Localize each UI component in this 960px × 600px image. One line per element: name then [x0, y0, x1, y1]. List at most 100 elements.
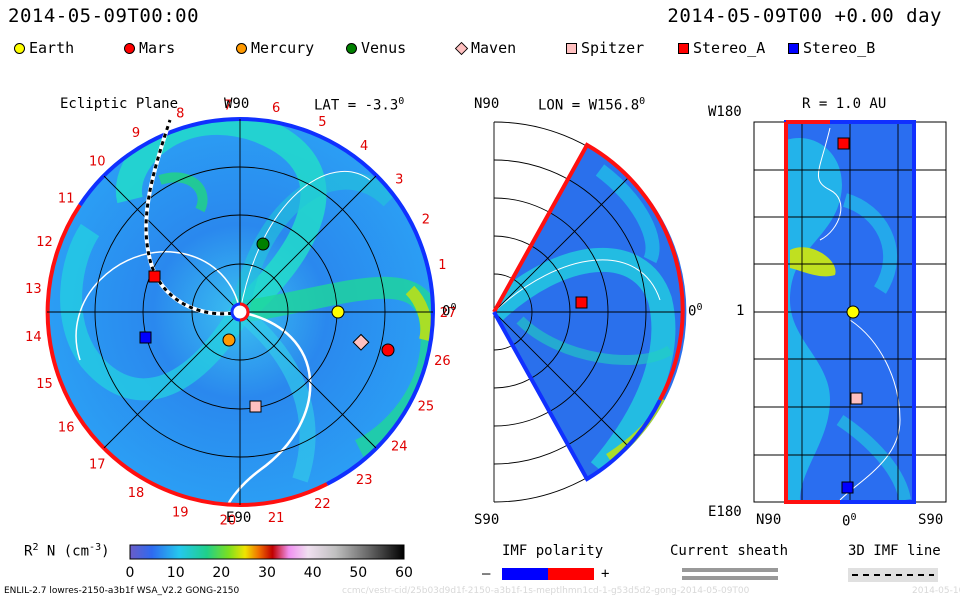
stereo-b-marker-radial: [841, 481, 854, 494]
radial-bottom-s: S90: [918, 512, 944, 528]
rotation-number: 6: [272, 101, 280, 116]
imf-negative-bar: [502, 568, 548, 580]
colorbar-label: R2 N (cm-3): [24, 542, 110, 560]
colorbar-tick-label: 20: [212, 565, 230, 581]
rotation-number: 21: [268, 511, 285, 526]
meridional-bottom-label: S90: [474, 512, 500, 528]
rotation-number: 15: [36, 377, 53, 392]
imf-polarity-title: IMF polarity: [502, 543, 604, 559]
ecliptic-lat-label: LAT = -3.30: [314, 96, 405, 114]
rotation-number: 18: [128, 486, 145, 501]
rotation-number: 26: [434, 354, 451, 369]
current-sheath-title: Current sheath: [670, 543, 789, 559]
legend-item-venus: Venus: [346, 39, 406, 57]
spitzer-marker: [249, 400, 262, 413]
colorbar-tick-label: 0: [126, 565, 135, 581]
radial-bottom-left: E180: [708, 504, 742, 520]
model-info: ENLIL-2.7 lowres-2150-a3b1f WSA_V2.2 GON…: [4, 586, 240, 596]
radial-bottom-n: N90: [756, 512, 782, 528]
rotation-number: 17: [89, 457, 106, 472]
imf-polarity-plus: +: [601, 566, 610, 582]
legend-item-stereo-a: Stereo_A: [678, 39, 765, 57]
imf-line-title: 3D IMF line: [848, 543, 941, 559]
rotation-number: 25: [418, 399, 435, 414]
legend-label: Mars: [139, 39, 176, 57]
rotation-number: 14: [25, 330, 42, 345]
colorbar-tick-label: 30: [258, 565, 276, 581]
spitzer-marker-radial: [850, 392, 863, 405]
radial-title: R = 1.0 AU: [802, 96, 887, 112]
rotation-number: 9: [132, 126, 140, 141]
stereo-a-marker: [148, 270, 161, 283]
earth-legend-marker: [14, 42, 25, 54]
colorbar-tick-label: 60: [395, 565, 413, 581]
left-timestamp: 2014-05-09T00:00: [8, 5, 200, 27]
legend-item-stereo-b: Stereo_B: [788, 39, 875, 57]
venus-legend-marker: [346, 42, 357, 54]
colorbar-tick-label: 50: [349, 565, 367, 581]
rotation-number: 2: [422, 213, 430, 228]
rotation-number: 12: [36, 235, 53, 250]
venus-marker: [256, 237, 270, 251]
legend-label: Venus: [361, 39, 407, 57]
mercury-marker: [222, 333, 236, 347]
rotation-number: 16: [58, 420, 75, 435]
stereo-b-legend-marker: [788, 42, 799, 54]
imf-polarity-minus: –: [482, 566, 491, 582]
legend-item-spitzer: Spitzer: [566, 39, 644, 57]
mars-marker: [381, 343, 395, 357]
legend-label: Stereo_A: [693, 39, 766, 57]
right-timestamp: 2014-05-09T00 +0.00 day: [667, 5, 942, 27]
rotation-number: 1: [438, 258, 446, 273]
legend-item-mercury: Mercury: [236, 39, 314, 57]
ecliptic-bottom-label: E90: [226, 510, 252, 526]
rotation-number: 20: [220, 514, 237, 529]
rotation-number: 19: [172, 505, 189, 520]
earth-marker: [331, 305, 345, 319]
maven-marker: [352, 333, 370, 351]
stereo-a-legend-marker: [678, 42, 689, 54]
legend-item-mars: Mars: [124, 39, 175, 57]
imf-positive-bar: [548, 568, 594, 580]
legend-label: Stereo_B: [803, 39, 876, 57]
earth-marker-radial: [846, 305, 860, 319]
radial-plot: [753, 120, 947, 504]
stereo-b-marker: [139, 331, 152, 344]
stereo-a-marker-radial: [837, 137, 850, 150]
rotation-number: 4: [360, 139, 368, 154]
ecliptic-density-bands: [60, 119, 433, 483]
colorbar-tick-label: 40: [304, 565, 322, 581]
colorbar: [129, 544, 405, 560]
rotation-number: 13: [25, 282, 42, 297]
meridional-right-label: 00: [688, 302, 703, 320]
stereo-a-marker-meridional: [575, 296, 588, 309]
legend-label: Mercury: [251, 39, 315, 57]
meridional-top-label: N90: [474, 96, 500, 112]
rotation-number: 23: [356, 473, 373, 488]
legend-label: Maven: [471, 39, 517, 57]
legend-label: Earth: [29, 39, 75, 57]
radial-bottom-mid: 00: [842, 512, 857, 530]
meridional-plot: [492, 121, 687, 503]
colorbar-tick-label: 10: [167, 565, 185, 581]
ecliptic-title: Ecliptic Plane: [60, 96, 179, 112]
rotation-number: 7: [224, 98, 232, 113]
colorbar-ticks: 0 10 20 30 40 50 60: [126, 565, 413, 581]
ecliptic-top-label: W90: [224, 96, 250, 112]
radial-top-left: W180: [708, 104, 742, 120]
rotation-number: 5: [318, 115, 326, 130]
mars-legend-marker: [124, 42, 135, 54]
legend-label: Spitzer: [581, 39, 645, 57]
ecliptic-right-label: 00: [442, 302, 457, 320]
rotation-number: 10: [89, 155, 106, 170]
watermark-date: 2014-05-10: [912, 586, 960, 596]
watermark: ccmc/vestr-cid/25b03d9d1f-2150-a3b1f-1s-…: [342, 586, 750, 596]
rotation-number: 11: [58, 192, 75, 207]
mercury-legend-marker: [236, 42, 247, 54]
legend-item-maven: Maven: [454, 39, 517, 57]
rotation-number: 24: [391, 440, 408, 455]
rotation-number: 3: [395, 172, 403, 187]
